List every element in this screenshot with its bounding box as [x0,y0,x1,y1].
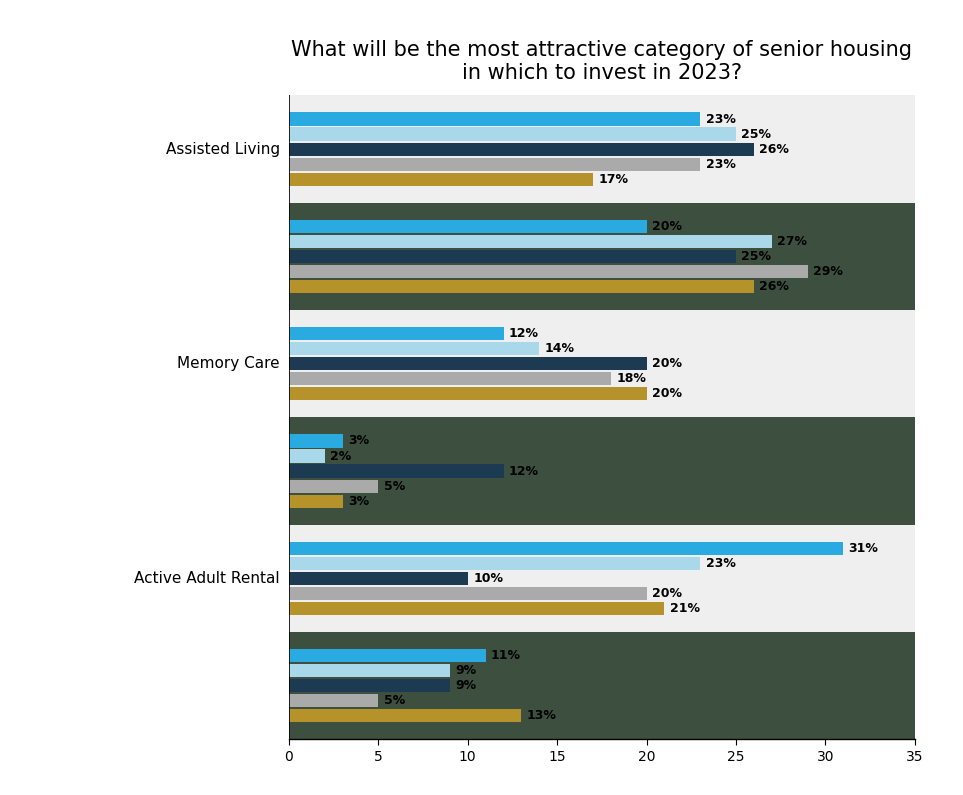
Bar [289,449,325,463]
Bar [289,265,808,278]
Text: 11%: 11% [491,650,521,662]
FancyBboxPatch shape [289,525,915,632]
Bar [289,679,450,692]
Text: 2%: 2% [330,449,351,463]
Bar [289,709,521,723]
Text: 17%: 17% [598,173,628,185]
Text: 20%: 20% [652,357,682,370]
Bar [289,541,844,555]
Bar [289,464,504,478]
Bar [289,357,646,370]
Text: 9%: 9% [455,679,477,692]
Text: 12%: 12% [508,328,539,340]
Bar [289,649,485,662]
Text: 25%: 25% [742,250,771,263]
Title: What will be the most attractive category of senior housing
in which to invest i: What will be the most attractive categor… [292,40,912,83]
Bar [289,112,700,126]
Text: 14%: 14% [545,342,575,355]
Text: 23%: 23% [706,157,736,171]
Bar [289,479,378,493]
Text: CCRC: CCRC [238,678,280,693]
Text: 13%: 13% [527,709,557,722]
Text: 3%: 3% [348,435,369,448]
Bar [289,494,343,508]
Bar [289,572,468,585]
Bar [289,602,664,615]
Text: Skilled Nursing / Post-Acute Rehab: Skilled Nursing / Post-Acute Rehab [16,463,280,479]
Bar [289,250,736,263]
Text: Assisted Living: Assisted Living [166,142,280,157]
Bar [289,235,771,248]
Text: 5%: 5% [383,694,404,708]
Bar [289,173,593,186]
Bar [289,219,646,233]
Text: 9%: 9% [455,664,477,677]
Bar [289,387,646,401]
Text: Active Adult Rental: Active Adult Rental [134,571,280,586]
Text: 25%: 25% [742,127,771,141]
Bar [289,694,378,708]
Text: 23%: 23% [706,113,736,126]
Bar [289,327,504,340]
FancyBboxPatch shape [289,95,915,203]
Text: 10%: 10% [473,572,503,585]
Text: 20%: 20% [652,387,682,400]
Text: 18%: 18% [616,372,646,386]
Text: Memory Care: Memory Care [177,356,280,371]
Text: 21%: 21% [670,602,700,615]
Text: 27%: 27% [777,235,807,248]
Bar [289,434,343,448]
Bar [289,142,754,156]
Bar [289,157,700,171]
Text: Independent Living: Independent Living [133,249,280,264]
FancyBboxPatch shape [289,310,915,417]
Text: 20%: 20% [652,587,682,600]
Text: 3%: 3% [348,494,369,507]
Bar [289,280,754,293]
Text: 12%: 12% [508,464,539,478]
Bar [289,342,539,355]
Text: 5%: 5% [383,479,404,493]
Text: 23%: 23% [706,556,736,570]
Text: 31%: 31% [848,542,878,555]
Text: 26%: 26% [759,142,789,156]
Text: 26%: 26% [759,280,789,293]
Bar [289,372,611,386]
Text: 29%: 29% [813,265,843,278]
Bar [289,664,450,677]
Bar [289,556,700,570]
Bar [289,587,646,600]
Bar [289,127,736,141]
Text: 20%: 20% [652,220,682,233]
